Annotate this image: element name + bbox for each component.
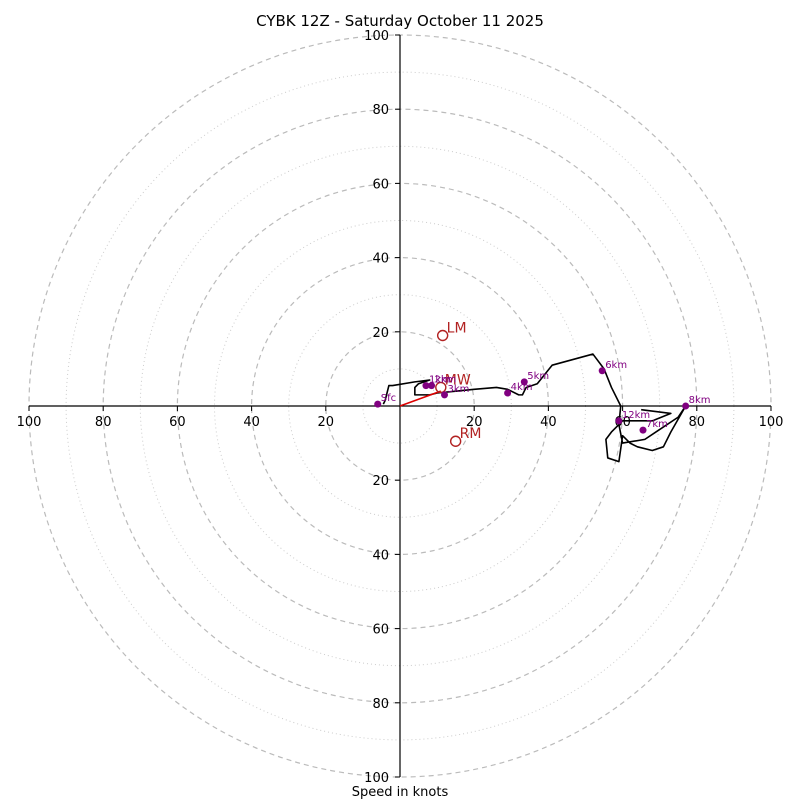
height-point-2km	[428, 382, 436, 390]
height-label-12km: 12km	[622, 410, 650, 421]
y-tick-label: 60	[372, 177, 389, 192]
y-tick-label: 100	[364, 29, 389, 44]
x-tick-label: 40	[243, 415, 260, 430]
lm-marker	[436, 329, 449, 342]
height-point-4km	[504, 389, 512, 397]
height-point-5km	[520, 378, 528, 386]
mw-label: MW	[445, 372, 471, 388]
x-axis-label: Speed in knots	[352, 785, 449, 800]
height-point-12km	[615, 417, 623, 425]
x-tick-label: 40	[540, 415, 557, 430]
wind-trace	[382, 353, 687, 463]
height-label-8km: 8km	[689, 395, 711, 406]
height-label-1km: 1km	[429, 375, 451, 386]
y-tick-label: 20	[372, 326, 389, 341]
y-tick-label: 80	[372, 103, 389, 118]
height-label-2km: 2km	[435, 375, 457, 386]
height-label-5km: 5km	[527, 371, 549, 382]
height-point-1km	[422, 382, 430, 390]
x-tick-label: 80	[95, 415, 112, 430]
x-tick-label: 80	[689, 415, 706, 430]
y-tick-label: 100	[364, 771, 389, 786]
height-label-7km: 7km	[646, 419, 668, 430]
height-point-8km	[682, 402, 690, 410]
y-tick-label: 20	[372, 474, 389, 489]
height-point-6km	[598, 367, 606, 375]
height-label-6km: 6km	[605, 360, 627, 371]
x-tick-label: 100	[17, 415, 42, 430]
height-point-7km	[639, 426, 647, 434]
x-tick-label: 60	[169, 415, 186, 430]
y-tick-label: 40	[372, 252, 389, 267]
height-label-3km: 3km	[448, 384, 470, 395]
x-tick-label: 20	[318, 415, 335, 430]
chart-title: CYBK 12Z - Saturday October 11 2025	[256, 12, 544, 30]
rm-label: RM	[460, 426, 482, 442]
rm-marker	[449, 435, 462, 447]
shear-vector-line	[399, 390, 442, 407]
y-tick-label: 40	[372, 548, 389, 563]
hodograph-trace-line	[382, 353, 687, 463]
height-label-4km: 4km	[511, 382, 533, 393]
y-tick-label: 60	[372, 623, 389, 638]
mw-marker	[435, 381, 447, 394]
height-label-sfc: Sfc	[381, 393, 396, 404]
lm-label: LM	[447, 321, 467, 337]
y-tick-label: 80	[372, 697, 389, 712]
x-tick-label: 100	[759, 415, 784, 430]
x-tick-label: 20	[466, 415, 483, 430]
height-point-sfc	[374, 400, 382, 408]
height-point-3km	[441, 391, 449, 399]
storm-motion-markers: LM RM MW	[435, 321, 482, 447]
